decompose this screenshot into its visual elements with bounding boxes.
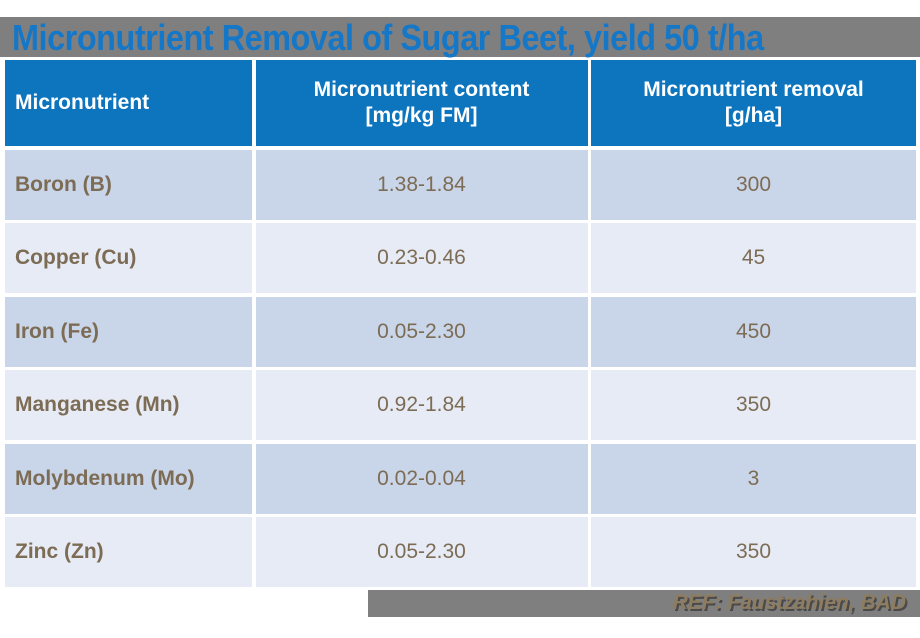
table-row-molybdenum-content: 0.02-0.04 xyxy=(255,443,588,514)
table-row-copper-name: Copper (Cu) xyxy=(5,223,252,293)
column-header-label: Micronutrient xyxy=(15,91,150,114)
table-row-manganese-removal: 350 xyxy=(591,370,916,440)
table-row-zinc-removal: 350 xyxy=(591,517,916,587)
table-row-iron-name: Iron (Fe) xyxy=(5,296,252,367)
table-row-molybdenum-removal: 3 xyxy=(591,443,916,514)
column-header-content: Micronutrient content [mg/kg FM] xyxy=(255,60,588,146)
table-row-zinc-content: 0.05-2.30 xyxy=(255,517,588,587)
column-header-removal: Micronutrient removal [g/ha] xyxy=(591,60,916,146)
table-row-iron-removal: 450 xyxy=(591,296,916,367)
table-row-manganese-content: 0.92-1.84 xyxy=(255,370,588,440)
table-row-molybdenum-name: Molybdenum (Mo) xyxy=(5,443,252,514)
table-row-zinc-name: Zinc (Zn) xyxy=(5,517,252,587)
micronutrient-table: Micronutrient Micronutrient content [mg/… xyxy=(5,60,916,587)
column-header-unit: [g/ha] xyxy=(724,104,783,127)
table-row-manganese-name: Manganese (Mn) xyxy=(5,370,252,440)
footer-band: REF: Faustzahien, BAD xyxy=(368,590,920,617)
page-title: Micronutrient Removal of Sugar Beet, yie… xyxy=(12,17,764,58)
column-header-label: Micronutrient removal xyxy=(643,78,864,101)
column-header-micronutrient: Micronutrient xyxy=(5,60,252,146)
table-row-boron-removal: 300 xyxy=(591,149,916,220)
table-row-boron-content: 1.38-1.84 xyxy=(255,149,588,220)
table-row-copper-content: 0.23-0.46 xyxy=(255,223,588,293)
table-row-boron-name: Boron (B) xyxy=(5,149,252,220)
column-header-label: Micronutrient content xyxy=(313,78,530,101)
table-row-iron-content: 0.05-2.30 xyxy=(255,296,588,367)
table-row-copper-removal: 45 xyxy=(591,223,916,293)
column-header-unit: [mg/kg FM] xyxy=(365,104,478,127)
title-band: Micronutrient Removal of Sugar Beet, yie… xyxy=(0,17,920,58)
reference-text: REF: Faustzahien, BAD xyxy=(672,591,906,614)
